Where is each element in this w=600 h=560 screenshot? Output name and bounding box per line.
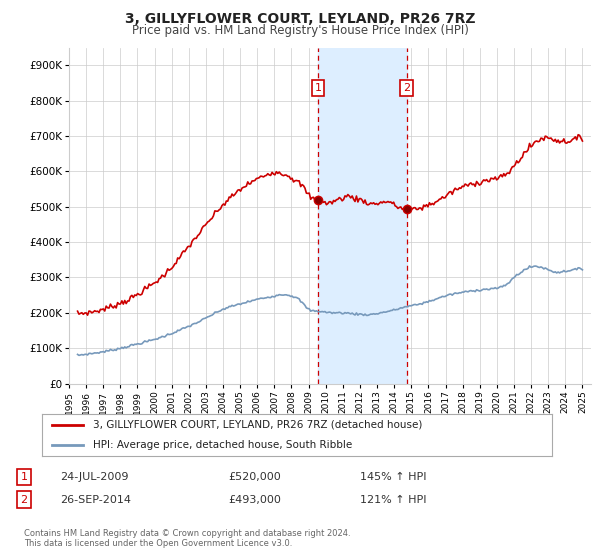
Bar [318, 48, 407, 384]
Text: 121% ↑ HPI: 121% ↑ HPI [360, 494, 427, 505]
Text: 3, GILLYFLOWER COURT, LEYLAND, PR26 7RZ: 3, GILLYFLOWER COURT, LEYLAND, PR26 7RZ [125, 12, 475, 26]
Text: 26-SEP-2014: 26-SEP-2014 [60, 494, 131, 505]
Text: 3, GILLYFLOWER COURT, LEYLAND, PR26 7RZ (detached house): 3, GILLYFLOWER COURT, LEYLAND, PR26 7RZ … [93, 420, 422, 430]
Text: 2: 2 [20, 494, 28, 505]
Text: 145% ↑ HPI: 145% ↑ HPI [360, 472, 427, 482]
Text: 2: 2 [403, 83, 410, 93]
Text: £493,000: £493,000 [228, 494, 281, 505]
Text: £520,000: £520,000 [228, 472, 281, 482]
Text: Contains HM Land Registry data © Crown copyright and database right 2024.
This d: Contains HM Land Registry data © Crown c… [24, 529, 350, 548]
Text: 1: 1 [20, 472, 28, 482]
Text: 24-JUL-2009: 24-JUL-2009 [60, 472, 128, 482]
Text: HPI: Average price, detached house, South Ribble: HPI: Average price, detached house, Sout… [93, 440, 352, 450]
Text: 1: 1 [314, 83, 322, 93]
Text: Price paid vs. HM Land Registry's House Price Index (HPI): Price paid vs. HM Land Registry's House … [131, 24, 469, 37]
